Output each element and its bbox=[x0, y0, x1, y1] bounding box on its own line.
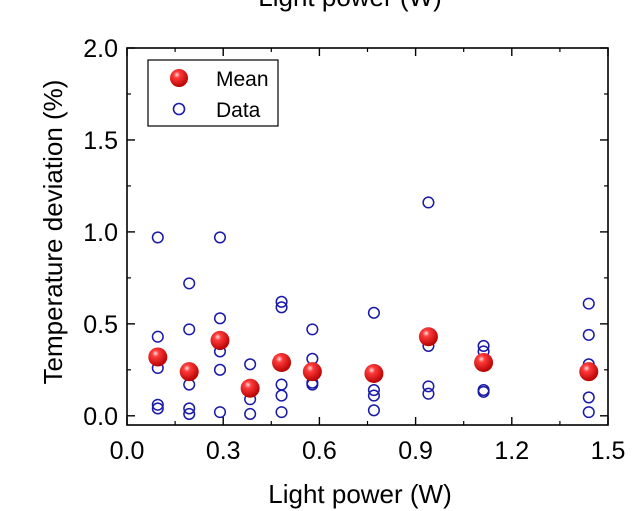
x-axis-title: Light power (W) bbox=[268, 479, 452, 509]
y-tick-label: 1.0 bbox=[83, 219, 118, 247]
x-tick-label: 0.6 bbox=[302, 437, 337, 465]
y-tick-label: 1.5 bbox=[83, 127, 118, 155]
data-point bbox=[367, 404, 380, 417]
mean-point bbox=[179, 362, 199, 382]
x-tick-label: 1.5 bbox=[591, 437, 626, 465]
data-point bbox=[422, 380, 435, 393]
x-tick-label: 0.0 bbox=[110, 437, 145, 465]
legend-data-label: Data bbox=[216, 99, 261, 122]
data-point bbox=[477, 385, 490, 398]
mean-point bbox=[302, 362, 322, 382]
plot-area: 0.0 0.3 0.6 0.9 1.2 1.5 0.0 0.5 1.0 1.5 2.0 bbox=[83, 35, 625, 465]
data-point bbox=[213, 312, 227, 325]
data-point bbox=[582, 297, 595, 310]
data-point bbox=[151, 330, 164, 343]
mean-point bbox=[364, 364, 384, 384]
mean-point bbox=[148, 347, 168, 367]
legend-box bbox=[147, 59, 279, 127]
data-point bbox=[367, 384, 380, 397]
data-point bbox=[582, 328, 595, 341]
data-point bbox=[582, 406, 595, 419]
mean-point bbox=[418, 327, 438, 347]
data-point bbox=[213, 231, 227, 244]
data-point bbox=[213, 363, 227, 376]
data-point bbox=[183, 277, 196, 290]
data-point bbox=[477, 339, 490, 352]
data-point bbox=[213, 406, 227, 419]
chart-title: Light power (W) bbox=[258, 0, 442, 12]
data-point bbox=[275, 378, 288, 391]
data-point bbox=[275, 406, 288, 419]
data-point bbox=[244, 407, 257, 421]
data-point bbox=[151, 402, 164, 415]
legend-data-marker bbox=[172, 102, 186, 116]
y-tick-label: 0.5 bbox=[83, 311, 118, 339]
y-axis-title: Temperature deviation (%) bbox=[38, 80, 68, 385]
data-point bbox=[422, 196, 435, 209]
data-point bbox=[275, 301, 288, 314]
data-point bbox=[183, 402, 196, 415]
data-point bbox=[367, 306, 380, 319]
data-point bbox=[151, 231, 164, 244]
mean-point bbox=[474, 352, 494, 372]
legend-mean-marker bbox=[170, 69, 188, 87]
data-point bbox=[275, 295, 288, 308]
data-point bbox=[422, 387, 435, 400]
legend: Mean Data bbox=[147, 59, 279, 127]
mean-point bbox=[272, 352, 292, 372]
data-point bbox=[582, 391, 595, 404]
legend-mean-label: Mean bbox=[216, 68, 269, 91]
y-tick-label: 0.0 bbox=[83, 403, 118, 431]
mean-point bbox=[579, 362, 599, 382]
mean-point bbox=[210, 330, 230, 350]
data-point bbox=[306, 323, 319, 336]
x-tick-label: 0.9 bbox=[398, 437, 433, 465]
y-tick-label: 2.0 bbox=[83, 35, 118, 63]
data-point bbox=[275, 389, 288, 402]
data-point bbox=[183, 407, 196, 421]
data-point bbox=[244, 358, 257, 371]
mean-point bbox=[240, 378, 260, 398]
data-point bbox=[151, 398, 164, 411]
x-tick-label: 0.3 bbox=[206, 437, 241, 465]
data-point bbox=[183, 323, 196, 336]
x-tick-label: 1.2 bbox=[494, 437, 529, 465]
data-point bbox=[367, 389, 380, 402]
